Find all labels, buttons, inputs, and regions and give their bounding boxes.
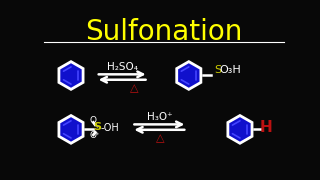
Text: ∥: ∥ [91, 128, 99, 135]
Text: O: O [89, 131, 96, 140]
Text: -OH: -OH [100, 123, 119, 133]
Polygon shape [228, 116, 252, 143]
Text: ∥: ∥ [91, 120, 99, 128]
Text: S: S [93, 122, 101, 132]
Polygon shape [177, 62, 201, 89]
Text: H: H [259, 120, 272, 135]
Polygon shape [59, 62, 83, 89]
Text: O₃H: O₃H [220, 65, 242, 75]
Text: S: S [214, 65, 221, 75]
Text: H₂SO₄: H₂SO₄ [108, 62, 139, 72]
Text: △: △ [156, 134, 164, 144]
Text: H₃O⁺: H₃O⁺ [147, 112, 173, 122]
Polygon shape [59, 116, 83, 143]
Text: Sulfonation: Sulfonation [85, 18, 243, 46]
Text: △: △ [130, 84, 139, 94]
Text: O: O [89, 116, 96, 125]
